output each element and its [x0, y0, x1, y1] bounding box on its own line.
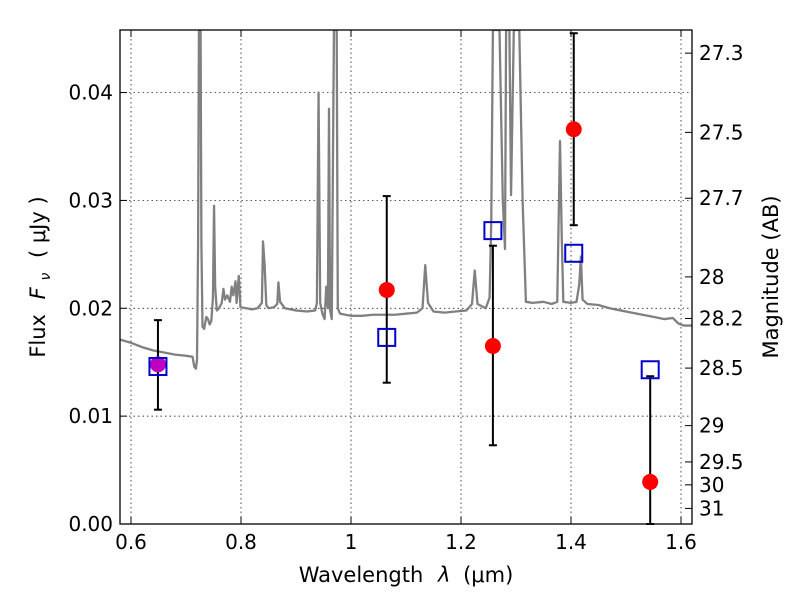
x-tick-label: 0.6	[115, 530, 147, 554]
axis-ticks: 0.6 0.8 1 1.2 1.4 1.6 0.00 0.01 0.02 0.03 0.04 27.3…	[68, 30, 744, 554]
magnitude-tick-label: 27.3	[699, 41, 744, 65]
x-axis-label: Wavelength λ (μm)	[299, 563, 514, 587]
model-point-marker	[483, 221, 503, 241]
y-axis-label-symbol: F	[26, 286, 50, 299]
x-tick-label: 1.6	[665, 530, 697, 554]
plot-background	[120, 30, 692, 524]
x-tick-label: 1.4	[555, 530, 587, 554]
y-axis-label-text: Flux	[26, 314, 50, 358]
x-tick-label: 0.8	[225, 530, 257, 554]
model-point-marker	[564, 243, 584, 263]
x-axis-label-symbol: λ	[437, 563, 450, 587]
spectrum-line	[120, 30, 692, 370]
magnitude-tick-label: 28	[699, 265, 724, 289]
y-axis-label-unit: ( μJy )	[26, 196, 50, 258]
model-point-marker	[148, 357, 168, 377]
y-tick-label: 0.01	[68, 404, 113, 428]
data-point-marker	[565, 121, 582, 138]
y-axis-label: Flux F ν ( μJy )	[26, 196, 55, 357]
data-point-marker	[642, 473, 659, 490]
x-axis-label-unit: (μm)	[463, 563, 513, 587]
x-axis-label-text: Wavelength	[299, 563, 424, 587]
data-point-marker	[378, 281, 395, 298]
magnitude-tick-label: 30	[699, 473, 724, 497]
magnitude-tick-label: 27.7	[699, 186, 744, 210]
spectrum-layer	[120, 30, 692, 370]
magnitude-tick-label: 29	[699, 414, 724, 438]
data-point-marker	[484, 338, 501, 355]
magnitude-tick-label: 29.5	[699, 450, 744, 474]
y-tick-label: 0.04	[68, 81, 113, 105]
x-tick-label: 1.2	[445, 530, 477, 554]
y-tick-label: 0.00	[68, 512, 113, 536]
y-tick-label: 0.02	[68, 296, 113, 320]
magnitude-tick-label: 28.2	[699, 306, 744, 330]
model-point-marker	[640, 360, 660, 380]
magnitude-axis-label: Magnitude (AB)	[759, 195, 783, 358]
magnitude-tick-label: 27.5	[699, 120, 744, 144]
y-axis-label-subscript: ν	[38, 273, 54, 281]
magnitude-tick-label: 31	[699, 496, 724, 520]
y-tick-label: 0.03	[68, 188, 113, 212]
data-point-marker	[149, 356, 166, 373]
x-tick-label: 1	[345, 530, 358, 554]
model-point-marker	[377, 327, 397, 347]
data-markers	[148, 121, 660, 490]
magnitude-tick-label: 28.5	[699, 356, 744, 380]
